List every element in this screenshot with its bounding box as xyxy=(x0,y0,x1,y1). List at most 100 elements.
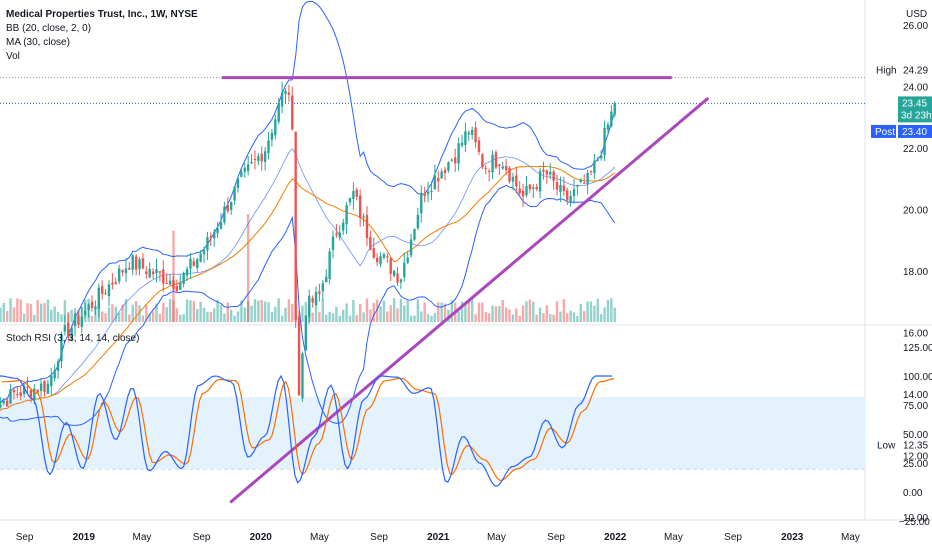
volume-bar xyxy=(532,301,535,322)
candle-body xyxy=(386,256,389,258)
price-tick-label: 18.00 xyxy=(903,267,928,278)
candle-body xyxy=(352,191,355,199)
candle-body xyxy=(236,178,240,188)
volume-bar xyxy=(464,302,467,322)
candle-body xyxy=(175,286,179,292)
price-tick-label: 24.00 xyxy=(903,83,928,94)
volume-bar xyxy=(596,298,599,322)
ma-line xyxy=(0,165,616,411)
volume-bar xyxy=(29,303,33,322)
time-tick-label: May xyxy=(664,532,683,543)
volume-bar xyxy=(36,300,39,322)
candle-body xyxy=(124,268,128,274)
volume-bar xyxy=(243,307,246,322)
bb-upper xyxy=(0,0,616,405)
candle-body xyxy=(151,271,155,275)
volume-bar xyxy=(348,315,352,322)
volume-bar xyxy=(396,308,399,322)
volume-bar xyxy=(569,310,572,322)
candle-body xyxy=(94,306,97,310)
volume-bar xyxy=(399,298,403,322)
price-tick-label: 26.00 xyxy=(903,21,928,32)
volume-bar xyxy=(335,306,338,322)
volume-bar xyxy=(175,308,179,322)
volume-bar xyxy=(379,306,382,322)
candle-body xyxy=(121,270,124,273)
candle-body xyxy=(413,229,416,240)
volume-bar xyxy=(562,299,566,322)
candle-body xyxy=(420,193,423,214)
candle-body xyxy=(77,315,80,325)
volume-bar xyxy=(325,314,328,322)
candle-body xyxy=(583,182,586,184)
candle-body xyxy=(464,131,467,145)
candle-body xyxy=(355,189,358,197)
volume-bar xyxy=(280,315,284,322)
volume-bar xyxy=(583,311,586,322)
candle-body xyxy=(80,316,84,327)
volume-bar xyxy=(145,305,148,322)
candle-body xyxy=(284,90,287,94)
candle-body xyxy=(610,111,613,127)
volume-bar xyxy=(552,314,555,322)
candle-body xyxy=(596,159,599,161)
candle-body xyxy=(16,393,19,395)
volume-bar xyxy=(487,313,491,322)
candle-body xyxy=(148,268,151,278)
post-value-badge xyxy=(898,124,932,138)
candle-body xyxy=(223,206,226,223)
vol-legend[interactable]: Vol xyxy=(6,51,20,62)
rsi-tick-label: 100.00 xyxy=(903,372,932,383)
candle-body xyxy=(454,157,457,164)
last-price-value: 23.45 xyxy=(902,98,927,109)
candle-body xyxy=(206,237,209,251)
volume-bar xyxy=(284,307,287,322)
ma-legend[interactable]: MA (30, close) xyxy=(6,37,70,48)
candle-body xyxy=(525,185,528,196)
candle-body xyxy=(36,389,39,393)
candle-body xyxy=(29,390,33,398)
bb-lower xyxy=(0,184,616,426)
candle-body xyxy=(63,325,67,332)
rsi-legend[interactable]: Stoch RSI (3, 3, 14, 14, close) xyxy=(6,333,140,344)
rsi-tick-label: 25.00 xyxy=(903,459,928,470)
candle-body xyxy=(521,190,525,197)
volume-bar xyxy=(409,315,413,322)
candle-body xyxy=(87,304,90,311)
candle-body xyxy=(491,154,494,173)
candle-body xyxy=(107,284,111,297)
volume-bar xyxy=(121,304,124,322)
candle-body xyxy=(50,375,53,387)
candle-body xyxy=(155,269,158,274)
candle-body xyxy=(162,269,165,284)
high-label: High xyxy=(876,66,897,77)
volume-bar xyxy=(352,300,355,322)
candle-body xyxy=(358,195,362,219)
bb-legend[interactable]: BB (20, close, 2, 0) xyxy=(6,23,92,34)
post-label-badge xyxy=(871,124,896,138)
candle-body xyxy=(213,231,216,239)
price-tick-label: 14.00 xyxy=(903,390,928,401)
volume-bar xyxy=(406,300,409,322)
moving-average xyxy=(0,165,616,411)
candle-body xyxy=(202,250,206,255)
volume-bar xyxy=(56,311,60,322)
volume-bar xyxy=(134,301,138,322)
candle-body xyxy=(538,171,542,192)
volume-bar xyxy=(433,312,437,322)
volume-bar xyxy=(321,299,325,322)
volume-bar xyxy=(22,313,26,322)
candle-body xyxy=(460,142,464,146)
volume-bar xyxy=(498,306,501,322)
candle-body xyxy=(447,162,450,171)
candle-body xyxy=(226,204,229,212)
volume-bar xyxy=(413,315,416,322)
price-tick-label: 12.00 xyxy=(903,452,928,463)
time-tick-label: 2019 xyxy=(73,532,96,543)
candle-body xyxy=(603,127,606,156)
volume-bar xyxy=(477,302,481,322)
volume-bar xyxy=(494,306,498,322)
volume-bar xyxy=(528,299,532,322)
